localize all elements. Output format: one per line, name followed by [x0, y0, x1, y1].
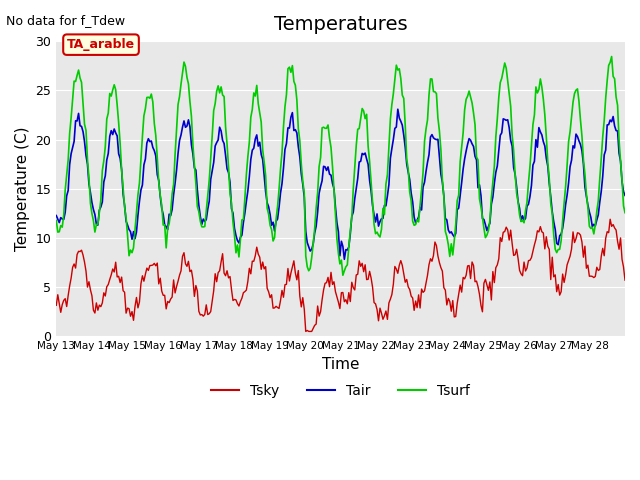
- Legend: Tsky, Tair, Tsurf: Tsky, Tair, Tsurf: [205, 378, 476, 403]
- Y-axis label: Temperature (C): Temperature (C): [15, 126, 30, 251]
- Title: Temperatures: Temperatures: [274, 15, 408, 34]
- X-axis label: Time: Time: [322, 357, 360, 372]
- Text: No data for f_Tdew: No data for f_Tdew: [6, 14, 125, 27]
- Text: TA_arable: TA_arable: [67, 38, 135, 51]
